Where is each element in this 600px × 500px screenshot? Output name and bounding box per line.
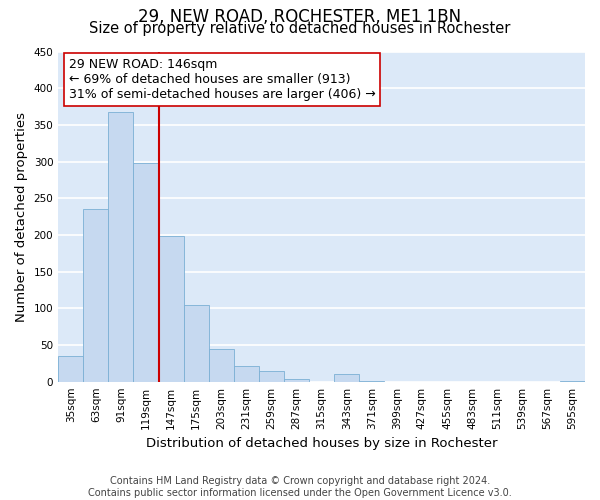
Bar [133, 163, 158, 382]
Bar [58, 356, 83, 382]
Bar [359, 381, 385, 382]
Bar [259, 370, 284, 382]
Text: Size of property relative to detached houses in Rochester: Size of property relative to detached ho… [89, 21, 511, 36]
Bar [284, 378, 309, 382]
Bar [234, 366, 259, 382]
Y-axis label: Number of detached properties: Number of detached properties [15, 112, 28, 322]
Bar [83, 208, 109, 382]
Bar [109, 112, 133, 382]
Text: Contains HM Land Registry data © Crown copyright and database right 2024.
Contai: Contains HM Land Registry data © Crown c… [88, 476, 512, 498]
Bar [209, 348, 234, 382]
Bar [184, 304, 209, 382]
Bar [334, 374, 359, 382]
Bar [560, 381, 585, 382]
X-axis label: Distribution of detached houses by size in Rochester: Distribution of detached houses by size … [146, 437, 497, 450]
Text: 29 NEW ROAD: 146sqm
← 69% of detached houses are smaller (913)
31% of semi-detac: 29 NEW ROAD: 146sqm ← 69% of detached ho… [69, 58, 376, 101]
Text: 29, NEW ROAD, ROCHESTER, ME1 1BN: 29, NEW ROAD, ROCHESTER, ME1 1BN [139, 8, 461, 26]
Bar [158, 236, 184, 382]
